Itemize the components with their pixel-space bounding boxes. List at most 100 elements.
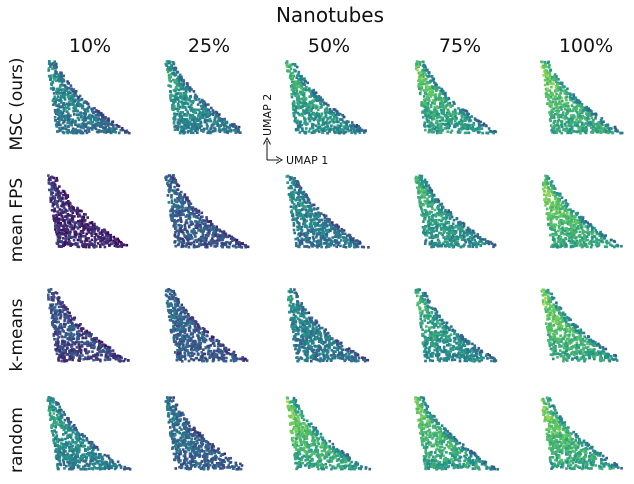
embedding-point bbox=[479, 244, 482, 247]
embedding-point bbox=[170, 209, 174, 212]
embedding-point bbox=[178, 209, 181, 213]
embedding-point bbox=[223, 118, 226, 122]
embedding-point bbox=[451, 226, 455, 230]
embedding-point bbox=[314, 91, 318, 94]
embedding-point bbox=[575, 110, 579, 114]
embedding-point bbox=[94, 116, 98, 120]
embedding-point bbox=[81, 235, 85, 238]
embedding-point bbox=[298, 101, 302, 104]
embedding-point bbox=[52, 92, 56, 95]
embedding-point bbox=[322, 224, 325, 227]
embedding-point bbox=[100, 129, 104, 133]
embedding-point bbox=[330, 124, 333, 127]
embedding-point bbox=[164, 176, 167, 179]
embedding-point bbox=[415, 181, 419, 184]
embedding-point bbox=[87, 223, 90, 227]
embedding-point bbox=[558, 100, 561, 104]
embedding-point bbox=[193, 230, 196, 234]
embedding-point bbox=[55, 111, 58, 115]
embedding-point bbox=[174, 114, 177, 117]
embedding-point bbox=[422, 95, 426, 98]
embedding-point bbox=[433, 105, 436, 109]
embedding-point bbox=[56, 117, 60, 120]
embedding-point bbox=[84, 238, 88, 241]
embedding-point bbox=[572, 115, 575, 119]
embedding-point bbox=[540, 65, 544, 69]
embedding-point bbox=[95, 232, 98, 236]
embedding-point bbox=[305, 219, 308, 223]
embedding-point bbox=[327, 126, 330, 130]
embedding-point bbox=[556, 122, 559, 126]
embedding-point bbox=[194, 96, 198, 99]
embedding-point bbox=[99, 243, 102, 247]
embedding-point bbox=[177, 184, 181, 188]
embedding-point bbox=[330, 110, 334, 114]
embedding-point bbox=[296, 228, 299, 232]
embedding-point bbox=[201, 236, 204, 240]
embedding-point bbox=[180, 120, 183, 123]
embedding-point bbox=[462, 109, 466, 112]
embedding-point bbox=[324, 114, 328, 117]
embedding-point bbox=[316, 242, 319, 246]
embedding-point bbox=[53, 60, 56, 63]
embedding-point bbox=[355, 128, 359, 132]
embedding-point bbox=[470, 231, 474, 234]
embedding-point bbox=[585, 105, 589, 109]
embedding-point bbox=[56, 196, 60, 199]
embedding-point bbox=[427, 203, 430, 206]
embedding-point bbox=[168, 79, 172, 82]
embedding-point bbox=[357, 126, 360, 129]
embedding-point bbox=[546, 81, 549, 85]
embedding-point bbox=[232, 124, 236, 128]
embedding-point bbox=[424, 189, 427, 192]
embedding-point bbox=[562, 89, 565, 93]
embedding-point bbox=[441, 103, 445, 107]
embedding-point bbox=[292, 182, 296, 185]
embedding-point bbox=[321, 226, 325, 229]
embedding-point bbox=[417, 182, 421, 185]
embedding-point bbox=[358, 131, 362, 134]
embedding-point bbox=[171, 94, 174, 98]
embedding-point bbox=[53, 116, 57, 119]
embedding-point bbox=[567, 107, 570, 110]
embedding-point bbox=[295, 241, 298, 245]
embedding-point bbox=[301, 129, 304, 133]
embedding-point bbox=[424, 233, 427, 237]
embedding-point bbox=[172, 72, 176, 75]
embedding-point bbox=[421, 188, 424, 192]
embedding-point bbox=[195, 231, 198, 235]
embedding-point bbox=[99, 239, 102, 243]
embedding-point bbox=[186, 84, 189, 88]
embedding-point bbox=[199, 115, 203, 118]
embedding-point bbox=[57, 217, 61, 221]
embedding-point bbox=[84, 112, 87, 115]
embedding-point bbox=[463, 235, 466, 238]
embedding-point bbox=[553, 131, 556, 135]
embedding-point bbox=[433, 81, 436, 84]
embedding-point bbox=[356, 245, 360, 249]
embedding-point bbox=[193, 115, 196, 119]
embedding-point bbox=[608, 127, 612, 131]
embedding-point bbox=[329, 128, 332, 132]
embedding-point bbox=[304, 97, 308, 100]
panel-r0-c1 bbox=[164, 60, 242, 135]
embedding-point bbox=[337, 225, 340, 229]
row-label-mean-fps: mean FPS bbox=[7, 178, 27, 262]
embedding-point bbox=[72, 227, 76, 230]
embedding-point bbox=[591, 129, 594, 133]
embedding-point bbox=[471, 229, 475, 233]
embedding-point bbox=[436, 245, 440, 248]
embedding-point bbox=[564, 104, 568, 108]
embedding-point bbox=[474, 127, 477, 131]
embedding-point bbox=[291, 80, 294, 84]
embedding-point bbox=[167, 201, 171, 204]
embedding-point bbox=[289, 72, 293, 75]
embedding-point bbox=[307, 238, 310, 242]
embedding-point bbox=[438, 94, 441, 98]
embedding-point bbox=[91, 107, 94, 111]
embedding-point bbox=[432, 93, 436, 96]
embedding-point bbox=[232, 122, 236, 126]
embedding-point bbox=[468, 230, 472, 234]
embedding-point bbox=[175, 107, 178, 111]
embedding-point bbox=[238, 242, 242, 245]
